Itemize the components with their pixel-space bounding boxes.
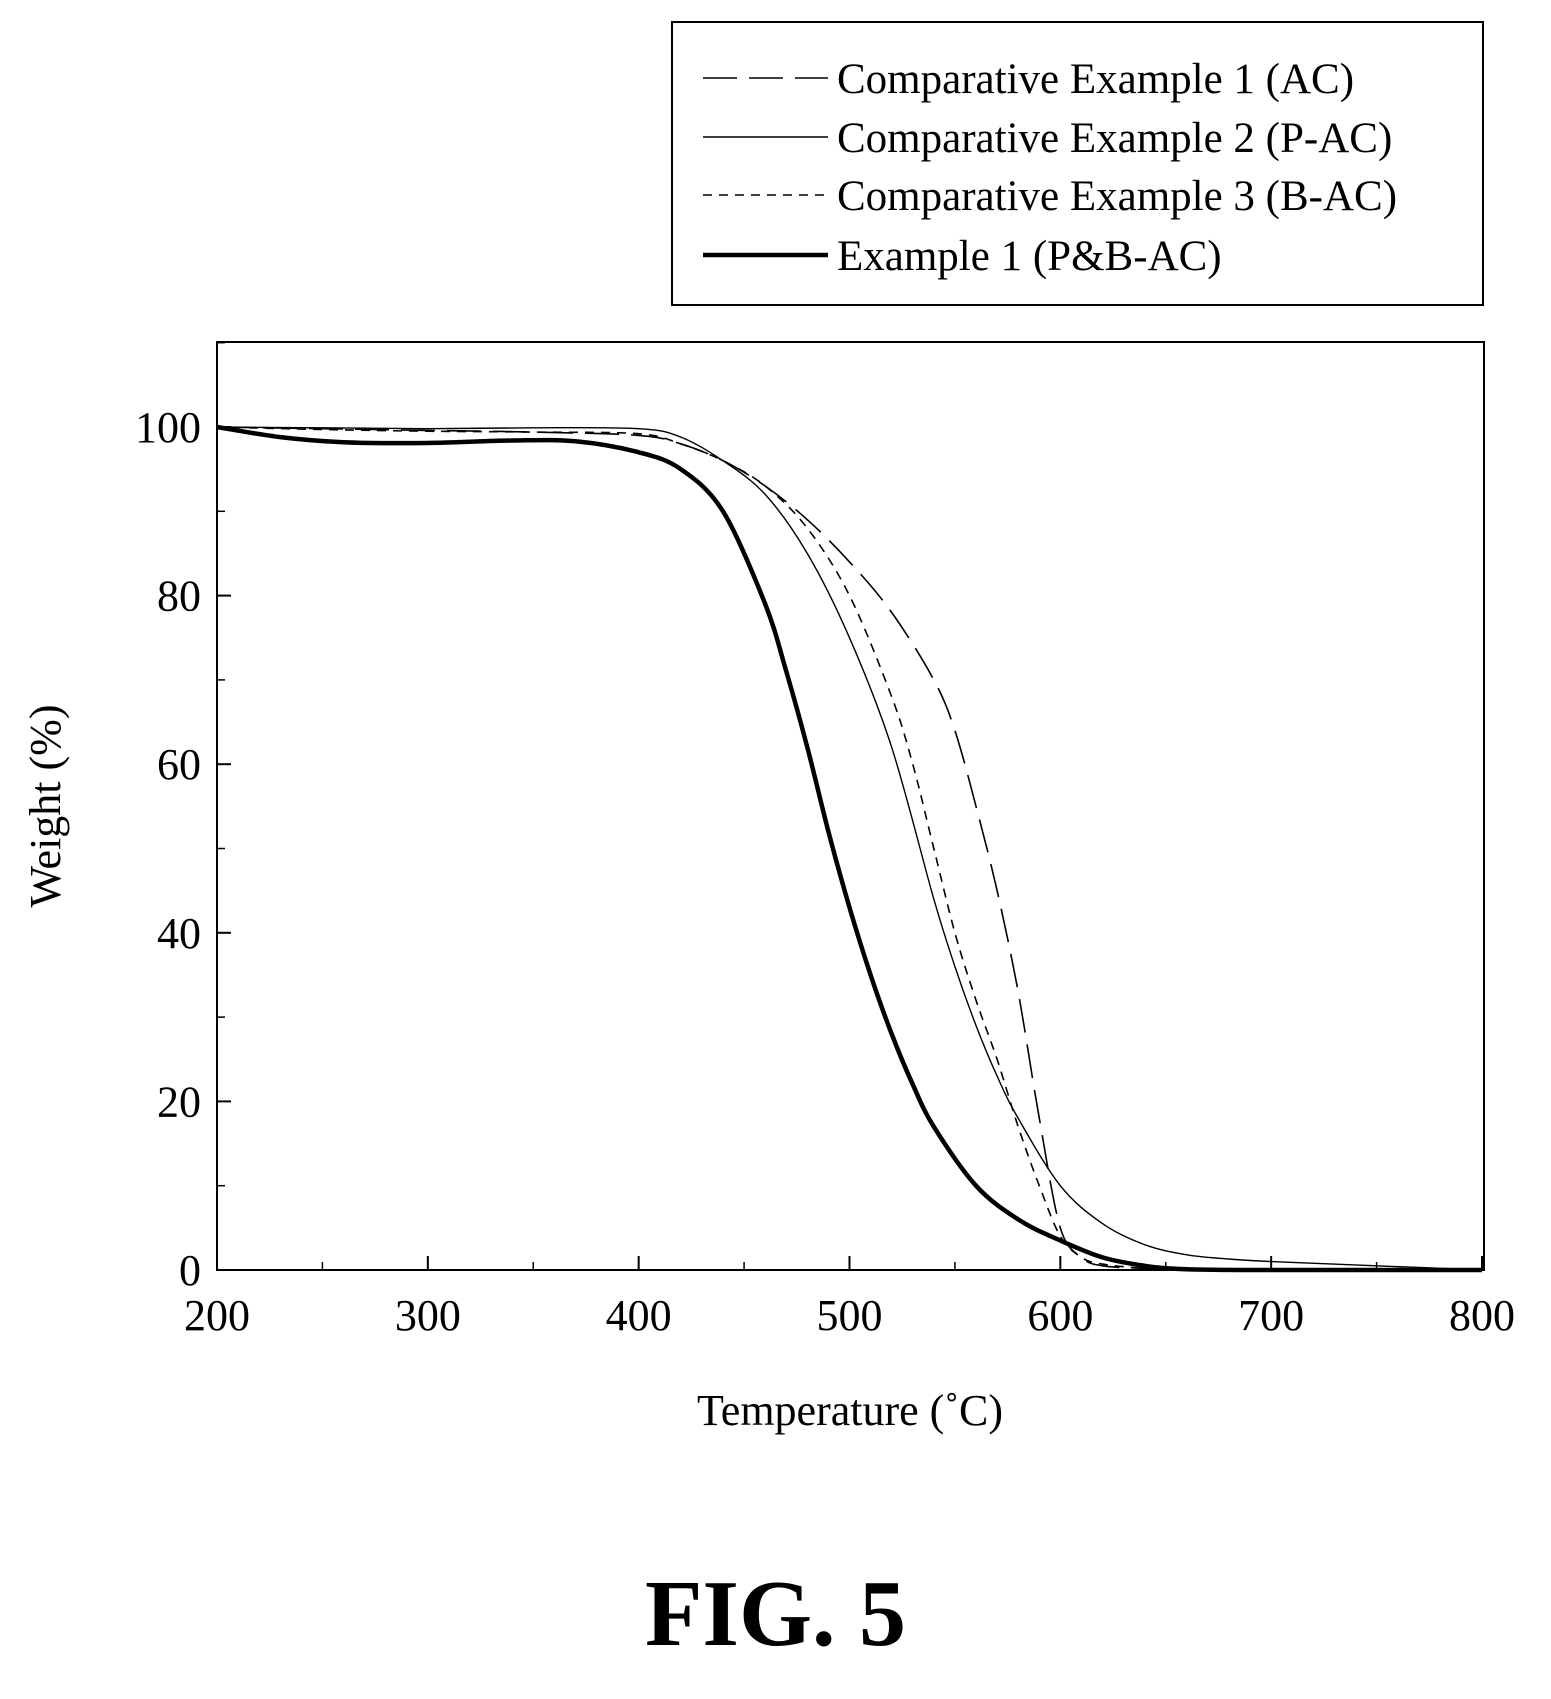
legend-label-2: Comparative Example 2 (P-AC) — [837, 115, 1392, 162]
legend-label-1: Comparative Example 1 (AC) — [837, 56, 1354, 103]
legend: Comparative Example 1 (AC) Comparative Ex… — [671, 21, 1484, 306]
x-tick-label: 300 — [395, 1291, 461, 1340]
x-axis-label: Temperature (˚C) — [697, 1386, 1003, 1435]
y-tick-label: 0 — [179, 1246, 201, 1295]
y-axis-label: Weight (%) — [21, 705, 70, 908]
x-tick-label: 800 — [1449, 1291, 1515, 1340]
legend-label-4: Example 1 (P&B-AC) — [837, 233, 1222, 280]
x-tick-label: 400 — [606, 1291, 672, 1340]
axis-ticks: 200 300 400 500 600 700 800 0 20 40 60 80 100 — [135, 341, 1515, 1340]
legend-label-3: Comparative Example 3 (B-AC) — [837, 173, 1397, 220]
x-tick-label: 600 — [1027, 1291, 1093, 1340]
x-tick-label: 500 — [817, 1291, 883, 1340]
series-line-3 — [216, 426, 1483, 1271]
y-tick-label: 80 — [157, 572, 201, 621]
series-line-4 — [216, 424, 1483, 1273]
figure-label: FIG. 5 — [644, 1562, 907, 1666]
legend-box — [671, 21, 1484, 306]
plot-frame — [216, 341, 1485, 1271]
plot-area: 200 300 400 500 600 700 800 0 20 40 60 80 100 — [135, 341, 1515, 1340]
series-line-1 — [216, 426, 1483, 1271]
y-tick-label: 60 — [157, 740, 201, 789]
series-lines — [216, 424, 1483, 1273]
x-tick-label: 200 — [184, 1291, 250, 1340]
y-tick-label: 40 — [157, 909, 201, 958]
series-line-2 — [216, 426, 1483, 1271]
y-tick-label: 100 — [135, 403, 201, 452]
x-tick-label: 700 — [1238, 1291, 1304, 1340]
y-tick-label: 20 — [157, 1077, 201, 1126]
